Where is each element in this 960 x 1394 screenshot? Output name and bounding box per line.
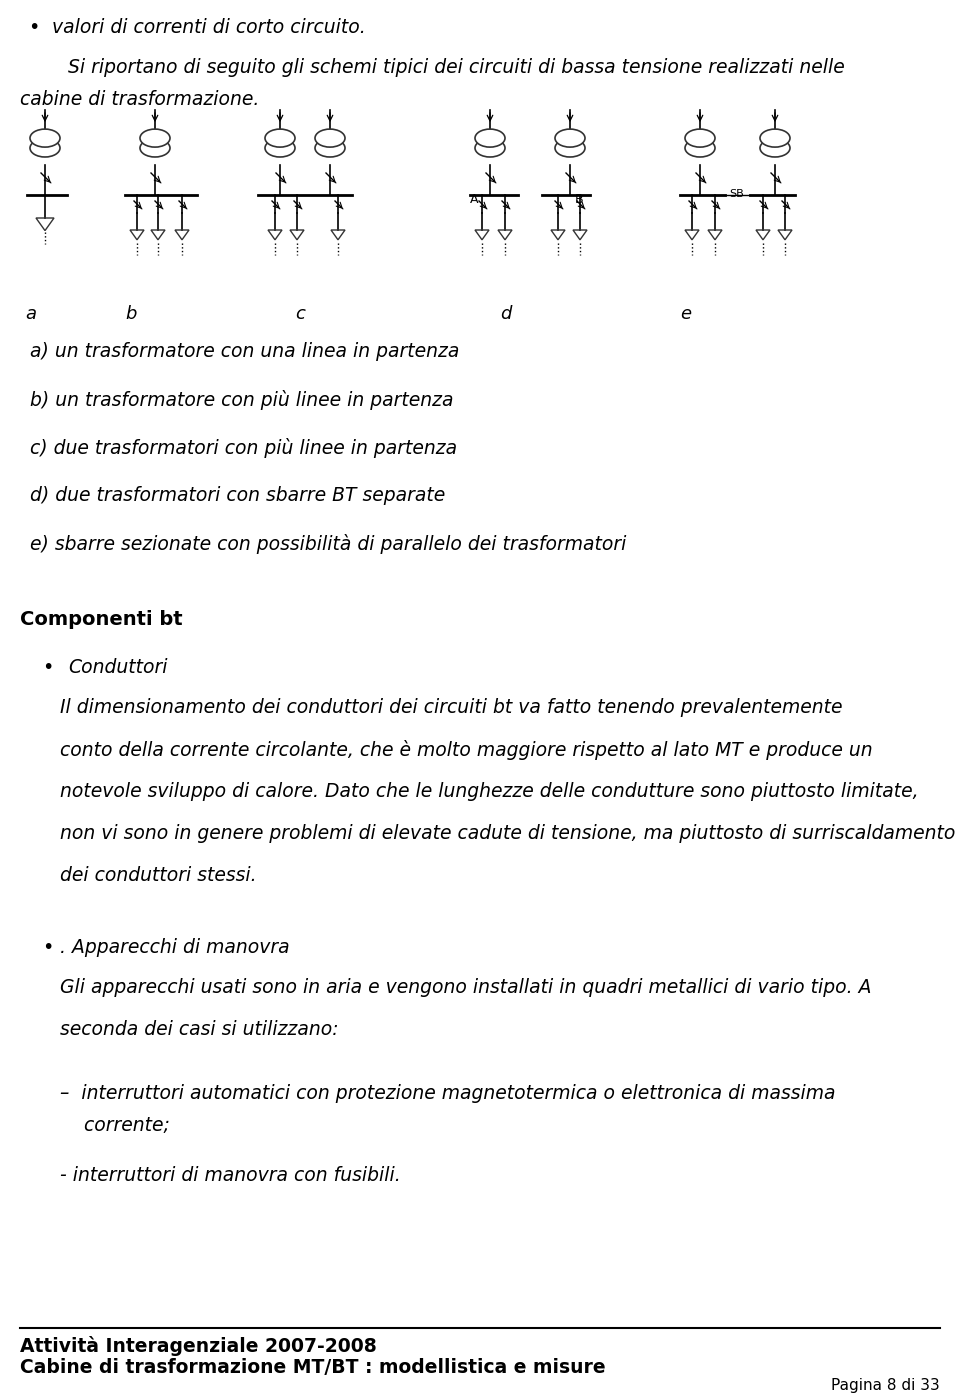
Ellipse shape [140,139,170,158]
Ellipse shape [760,139,790,158]
Text: Si riportano di seguito gli schemi tipici dei circuiti di bassa tensione realizz: Si riportano di seguito gli schemi tipic… [68,59,845,77]
Text: •: • [42,938,54,958]
Ellipse shape [760,130,790,148]
Ellipse shape [140,130,170,148]
Text: Il dimensionamento dei conduttori dei circuiti bt va fatto tenendo prevalentemen: Il dimensionamento dei conduttori dei ci… [60,698,843,717]
Text: c) due trasformatori con più linee in partenza: c) due trasformatori con più linee in pa… [30,438,457,459]
Text: A: A [470,192,478,206]
Ellipse shape [30,139,60,158]
Ellipse shape [265,130,295,148]
Ellipse shape [685,130,715,148]
Text: - interruttori di manovra con fusibili.: - interruttori di manovra con fusibili. [60,1165,400,1185]
Text: Cabine di trasformazione MT/BT : modellistica e misure: Cabine di trasformazione MT/BT : modelli… [20,1358,606,1377]
Ellipse shape [315,139,345,158]
Text: cabine di trasformazione.: cabine di trasformazione. [20,91,259,109]
Text: b) un trasformatore con più linee in partenza: b) un trasformatore con più linee in par… [30,390,453,410]
Text: b: b [125,305,136,323]
Text: notevole sviluppo di calore. Dato che le lunghezze delle condutture sono piuttos: notevole sviluppo di calore. Dato che le… [60,782,919,802]
Text: valori di correnti di corto circuito.: valori di correnti di corto circuito. [52,18,366,38]
Text: dei conduttori stessi.: dei conduttori stessi. [60,866,256,885]
Text: seconda dei casi si utilizzano:: seconda dei casi si utilizzano: [60,1020,339,1039]
Text: B: B [575,192,584,206]
Ellipse shape [30,130,60,148]
Text: e: e [680,305,691,323]
Text: conto della corrente circolante, che è molto maggiore rispetto al lato MT e prod: conto della corrente circolante, che è m… [60,740,873,760]
Text: SB: SB [729,190,744,199]
Text: c: c [295,305,305,323]
Ellipse shape [265,139,295,158]
Text: a) un trasformatore con una linea in partenza: a) un trasformatore con una linea in par… [30,342,460,361]
Ellipse shape [475,130,505,148]
Text: Attività Interagenziale 2007-2008: Attività Interagenziale 2007-2008 [20,1335,376,1356]
Text: a: a [25,305,36,323]
Text: •: • [42,658,54,677]
Ellipse shape [555,130,585,148]
Text: e) sbarre sezionate con possibilità di parallelo dei trasformatori: e) sbarre sezionate con possibilità di p… [30,534,626,553]
Text: . Apparecchi di manovra: . Apparecchi di manovra [60,938,290,958]
Text: d: d [500,305,512,323]
Text: Conduttori: Conduttori [68,658,167,677]
Ellipse shape [685,139,715,158]
Text: Gli apparecchi usati sono in aria e vengono installati in quadri metallici di va: Gli apparecchi usati sono in aria e veng… [60,979,872,997]
Text: corrente;: corrente; [60,1117,170,1135]
Ellipse shape [475,139,505,158]
Text: Componenti bt: Componenti bt [20,611,182,629]
Text: –  interruttori automatici con protezione magnetotermica o elettronica di massim: – interruttori automatici con protezione… [60,1085,835,1103]
Text: d) due trasformatori con sbarre BT separate: d) due trasformatori con sbarre BT separ… [30,487,445,505]
Text: Pagina 8 di 33: Pagina 8 di 33 [831,1379,940,1393]
Text: non vi sono in genere problemi di elevate cadute di tensione, ma piuttosto di su: non vi sono in genere problemi di elevat… [60,824,955,843]
Text: •: • [28,18,39,38]
Ellipse shape [315,130,345,148]
Ellipse shape [555,139,585,158]
